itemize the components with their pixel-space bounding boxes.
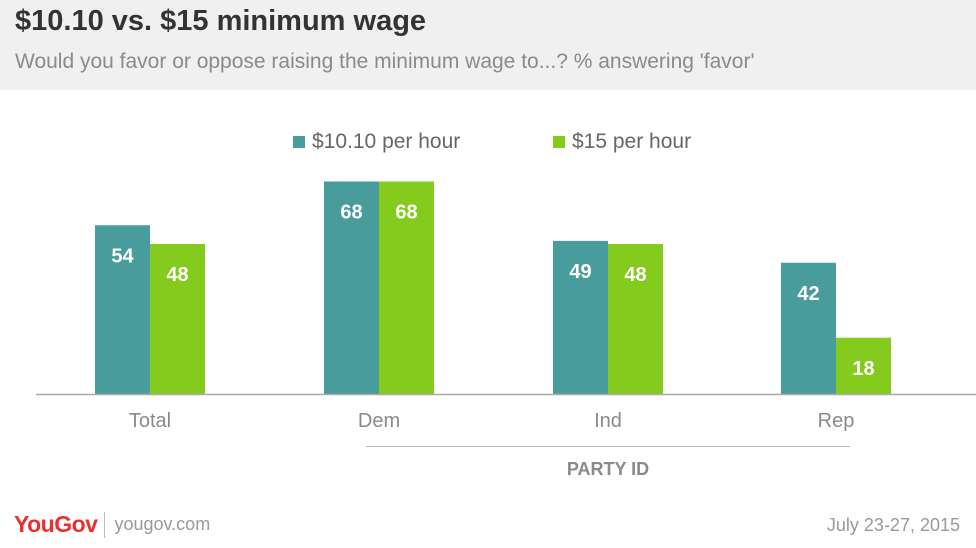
category-label-total: Total: [129, 410, 171, 432]
bar-ind-series-1: [553, 240, 608, 394]
yougov-logo: YouGov: [14, 511, 98, 537]
footer-brand: YouGov yougov.com: [14, 511, 210, 538]
data-label-dem-series-1: 68: [340, 202, 362, 224]
legend-label-series-1: $10.10 per hour: [312, 130, 461, 153]
category-label-dem: Dem: [358, 410, 400, 432]
chart-title: $10.10 vs. $15 minimum wage: [15, 5, 427, 37]
bar-dem-series-2: [379, 181, 434, 394]
legend-item-series-1: $10.10 per hour: [293, 130, 460, 154]
data-label-total-series-1: 54: [111, 245, 134, 267]
bar-dem-series-1: [324, 181, 379, 394]
party-id-group-label: PARTY ID: [567, 459, 649, 479]
bar-total-series-1: [95, 225, 150, 394]
survey-date: July 23-27, 2015: [826, 515, 960, 535]
legend-swatch-series-1: [293, 136, 305, 148]
data-label-ind-series-1: 49: [569, 261, 591, 283]
data-label-total-series-2: 48: [166, 264, 188, 286]
site-url: yougov.com: [114, 514, 211, 534]
legend-swatch-series-2: [553, 136, 565, 148]
logo-divider: [104, 511, 106, 538]
category-label-ind: Ind: [594, 410, 622, 432]
bar-total-series-2: [150, 244, 205, 394]
category-label-rep: Rep: [818, 410, 855, 432]
bar-ind-series-2: [608, 244, 663, 394]
legend-item-series-2: $15 per hour: [553, 130, 691, 154]
legend: $10.10 per hour $15 per hour: [0, 130, 976, 156]
data-label-rep-series-2: 18: [852, 358, 874, 380]
bar-rep-series-1: [781, 262, 836, 394]
chart-subtitle: Would you favor or oppose raising the mi…: [15, 50, 755, 73]
legend-label-series-2: $15 per hour: [572, 130, 692, 153]
data-label-rep-series-1: 42: [797, 283, 819, 305]
data-label-dem-series-2: 68: [395, 202, 417, 224]
bar-rep-series-2: [836, 337, 891, 394]
header-band: $10.10 vs. $15 minimum wage Would you fa…: [0, 0, 976, 90]
data-label-ind-series-2: 48: [624, 264, 646, 286]
